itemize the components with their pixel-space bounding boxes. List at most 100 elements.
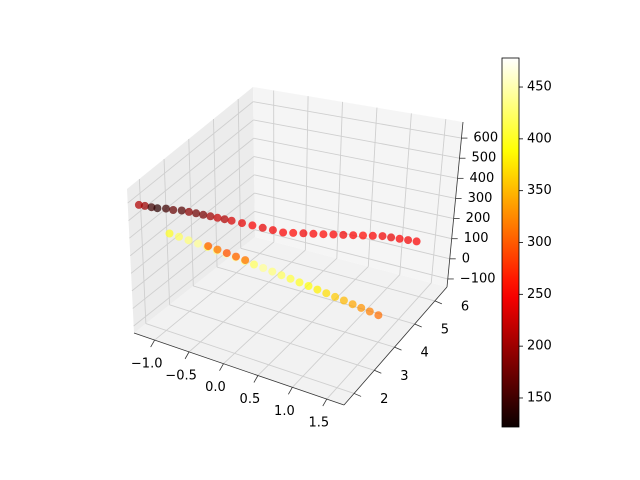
x-tick-label: −0.5 xyxy=(165,368,197,383)
gridline-z-left xyxy=(127,101,254,204)
data-point xyxy=(268,267,277,276)
gridline-x-floor xyxy=(292,274,401,388)
data-point xyxy=(331,292,340,301)
colorbar-tick-label: 350 xyxy=(527,183,552,198)
z-axis-line xyxy=(446,121,464,288)
x-tick-label: −1.0 xyxy=(131,357,163,372)
axis-lines xyxy=(133,121,464,406)
gridline-y-floor xyxy=(145,323,355,394)
data-point xyxy=(204,242,213,251)
data-point xyxy=(279,228,288,237)
y-tick-label: 6 xyxy=(461,299,469,314)
gridline-z-left xyxy=(129,137,254,239)
y-tick xyxy=(374,369,382,374)
x-tick-label: 1.5 xyxy=(308,416,329,431)
data-point xyxy=(348,300,357,309)
gridline-y-left xyxy=(213,118,218,268)
gridline-x-back xyxy=(336,101,343,259)
data-point xyxy=(238,219,246,228)
x-tick-label: 0.0 xyxy=(205,380,226,395)
data-point xyxy=(395,234,404,243)
z-tick-label: 400 xyxy=(470,171,495,186)
data-point xyxy=(147,203,156,212)
z-tick-label: 0 xyxy=(462,251,470,266)
colorbar: 150 200 250 300 350 400 450 xyxy=(501,57,552,428)
gridline-x-floor xyxy=(154,241,275,341)
data-point xyxy=(277,271,286,280)
data-point xyxy=(368,231,377,240)
gridline-z-left xyxy=(131,192,255,292)
data-point xyxy=(357,303,366,312)
data-point xyxy=(339,296,348,305)
x-tick xyxy=(253,375,259,383)
x-tick xyxy=(288,387,293,395)
x-tick-label: 0.5 xyxy=(240,392,261,407)
data-point xyxy=(304,282,313,290)
data-point xyxy=(404,236,413,245)
y-tick-label: 4 xyxy=(421,346,429,361)
colorbar-gradient xyxy=(501,57,520,428)
data-point xyxy=(378,232,387,241)
colorbar-tick-label: 200 xyxy=(527,339,552,354)
data-point xyxy=(162,204,170,213)
data-point xyxy=(165,229,174,238)
gridline-y-floor xyxy=(193,285,395,348)
data-point xyxy=(309,229,318,238)
y-tick xyxy=(353,393,362,397)
z-tick-label: 500 xyxy=(472,151,497,166)
gridline-x-floor xyxy=(326,282,432,400)
z-tick-label: 200 xyxy=(466,211,491,226)
data-point xyxy=(232,252,240,261)
data-point xyxy=(295,278,304,287)
colorbar-tick-label: 150 xyxy=(527,390,552,405)
gridline-z-back xyxy=(254,174,454,220)
y-axis-line xyxy=(343,286,448,406)
data-point xyxy=(339,230,348,239)
gridline-x-floor xyxy=(188,249,306,353)
gridline-z-back xyxy=(253,156,456,199)
gridline-x-floor xyxy=(223,257,338,365)
gridline-z-back xyxy=(254,229,448,280)
x-tick xyxy=(184,351,190,360)
data-point xyxy=(153,204,162,213)
gridline-z-left xyxy=(133,229,256,327)
x-tick-label: 1.0 xyxy=(274,404,295,419)
data-point xyxy=(222,249,231,258)
colorbar-tick-label: 250 xyxy=(527,287,552,302)
data-point xyxy=(313,285,322,294)
gridline-x-back xyxy=(430,119,447,283)
gridline-y-floor xyxy=(240,247,436,302)
gridline-x-floor xyxy=(257,266,369,376)
data-point xyxy=(299,229,308,238)
data-point xyxy=(258,223,267,232)
data-point xyxy=(140,201,149,210)
z-tick-label: 100 xyxy=(464,231,489,246)
colorbar-tick-label: 400 xyxy=(527,131,552,146)
z-tick-label: −100 xyxy=(460,272,496,287)
axis-panes xyxy=(127,87,463,405)
data-point xyxy=(359,231,367,240)
data-point xyxy=(349,231,358,240)
colorbar-tick-label: 450 xyxy=(527,80,552,95)
y-tick xyxy=(394,346,402,351)
gridline-z-back xyxy=(253,119,460,159)
data-point xyxy=(250,260,258,269)
gridline-x-back xyxy=(304,96,309,251)
data-point xyxy=(199,210,208,219)
data-point xyxy=(286,274,295,283)
gridline-z-back xyxy=(253,137,458,179)
gridline-x-back xyxy=(399,113,412,275)
x-tick xyxy=(219,363,224,371)
gridline-z-left xyxy=(130,174,255,274)
data-point xyxy=(213,213,222,222)
data-point xyxy=(241,256,250,265)
z-tick-label: 300 xyxy=(468,191,493,206)
data-point xyxy=(374,311,383,320)
data-point xyxy=(134,200,143,209)
colorbar-tick-label: 300 xyxy=(527,235,552,250)
z-tick-label: 600 xyxy=(473,131,498,146)
data-point xyxy=(319,230,328,239)
y-tick-label: 5 xyxy=(441,323,449,338)
data-point xyxy=(184,236,193,245)
